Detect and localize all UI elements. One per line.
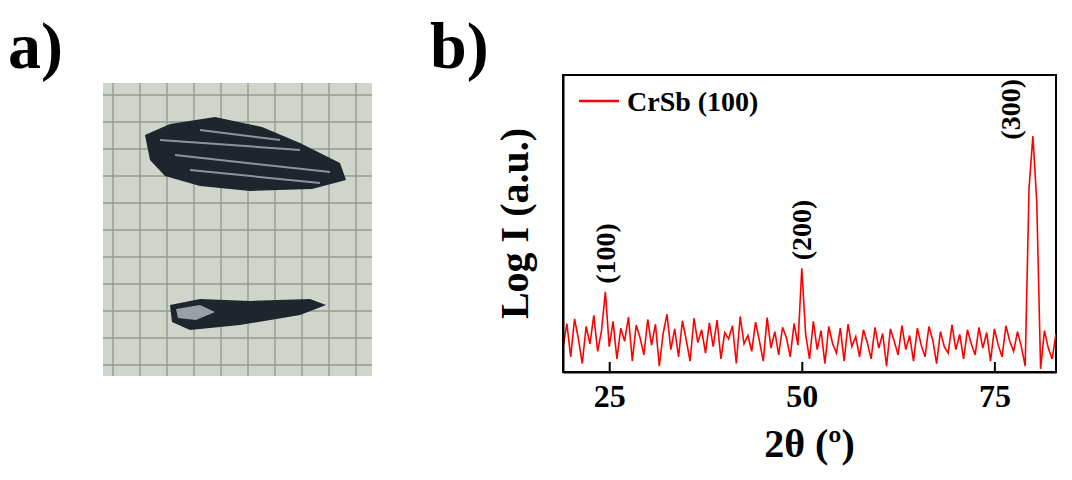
crystal [170,299,326,330]
legend: CrSb (100) [579,86,758,117]
paper-line [103,256,372,257]
panel-a-photo [103,83,372,376]
xrd-line [563,136,1056,369]
x-tick-label: 50 [786,378,818,414]
x-tick-label: 75 [979,378,1011,414]
figure: a) b) 25 50 75 2θ (º) Log I (a.u.) CrSb (100) (1… [0,0,1072,480]
peak-label: (200) [786,200,817,261]
x-tick: 50 [786,362,818,414]
paper-line [103,202,372,203]
paper-line [103,283,372,284]
x-axis-line [564,372,1057,374]
paper-line [103,229,372,230]
paper-line [103,94,372,95]
plot-frame [563,75,1056,372]
plot-area [563,136,1056,369]
legend-label: CrSb (100) [627,86,758,117]
peak-label: (100) [590,223,621,284]
x-axis: 25 50 75 [564,362,1057,414]
crystal-facet [176,305,215,320]
panel-label: b) [430,9,489,83]
y-axis-line [563,76,565,373]
y-axis-title: Log I (a.u.) [492,128,537,319]
peak-label: (300) [995,79,1026,140]
crystal-streak [175,155,330,172]
crystal-streak [190,170,320,183]
crystal-streak [200,130,280,140]
x-tick: 25 [594,362,626,414]
panel-label: a) [8,9,63,83]
grid-paper [103,83,372,376]
crystal [145,117,346,191]
x-tick-label: 25 [594,378,626,414]
x-tick-mark [994,362,996,372]
x-tick-mark [801,362,803,372]
paper-line [103,337,372,338]
x-tick-mark [609,362,611,372]
crystal-streak [160,140,300,150]
legend-swatch [579,100,619,103]
x-tick: 75 [979,362,1011,414]
y-axis [563,76,564,373]
paper-line [103,364,372,365]
x-axis-title: 2θ (º) [764,421,855,466]
